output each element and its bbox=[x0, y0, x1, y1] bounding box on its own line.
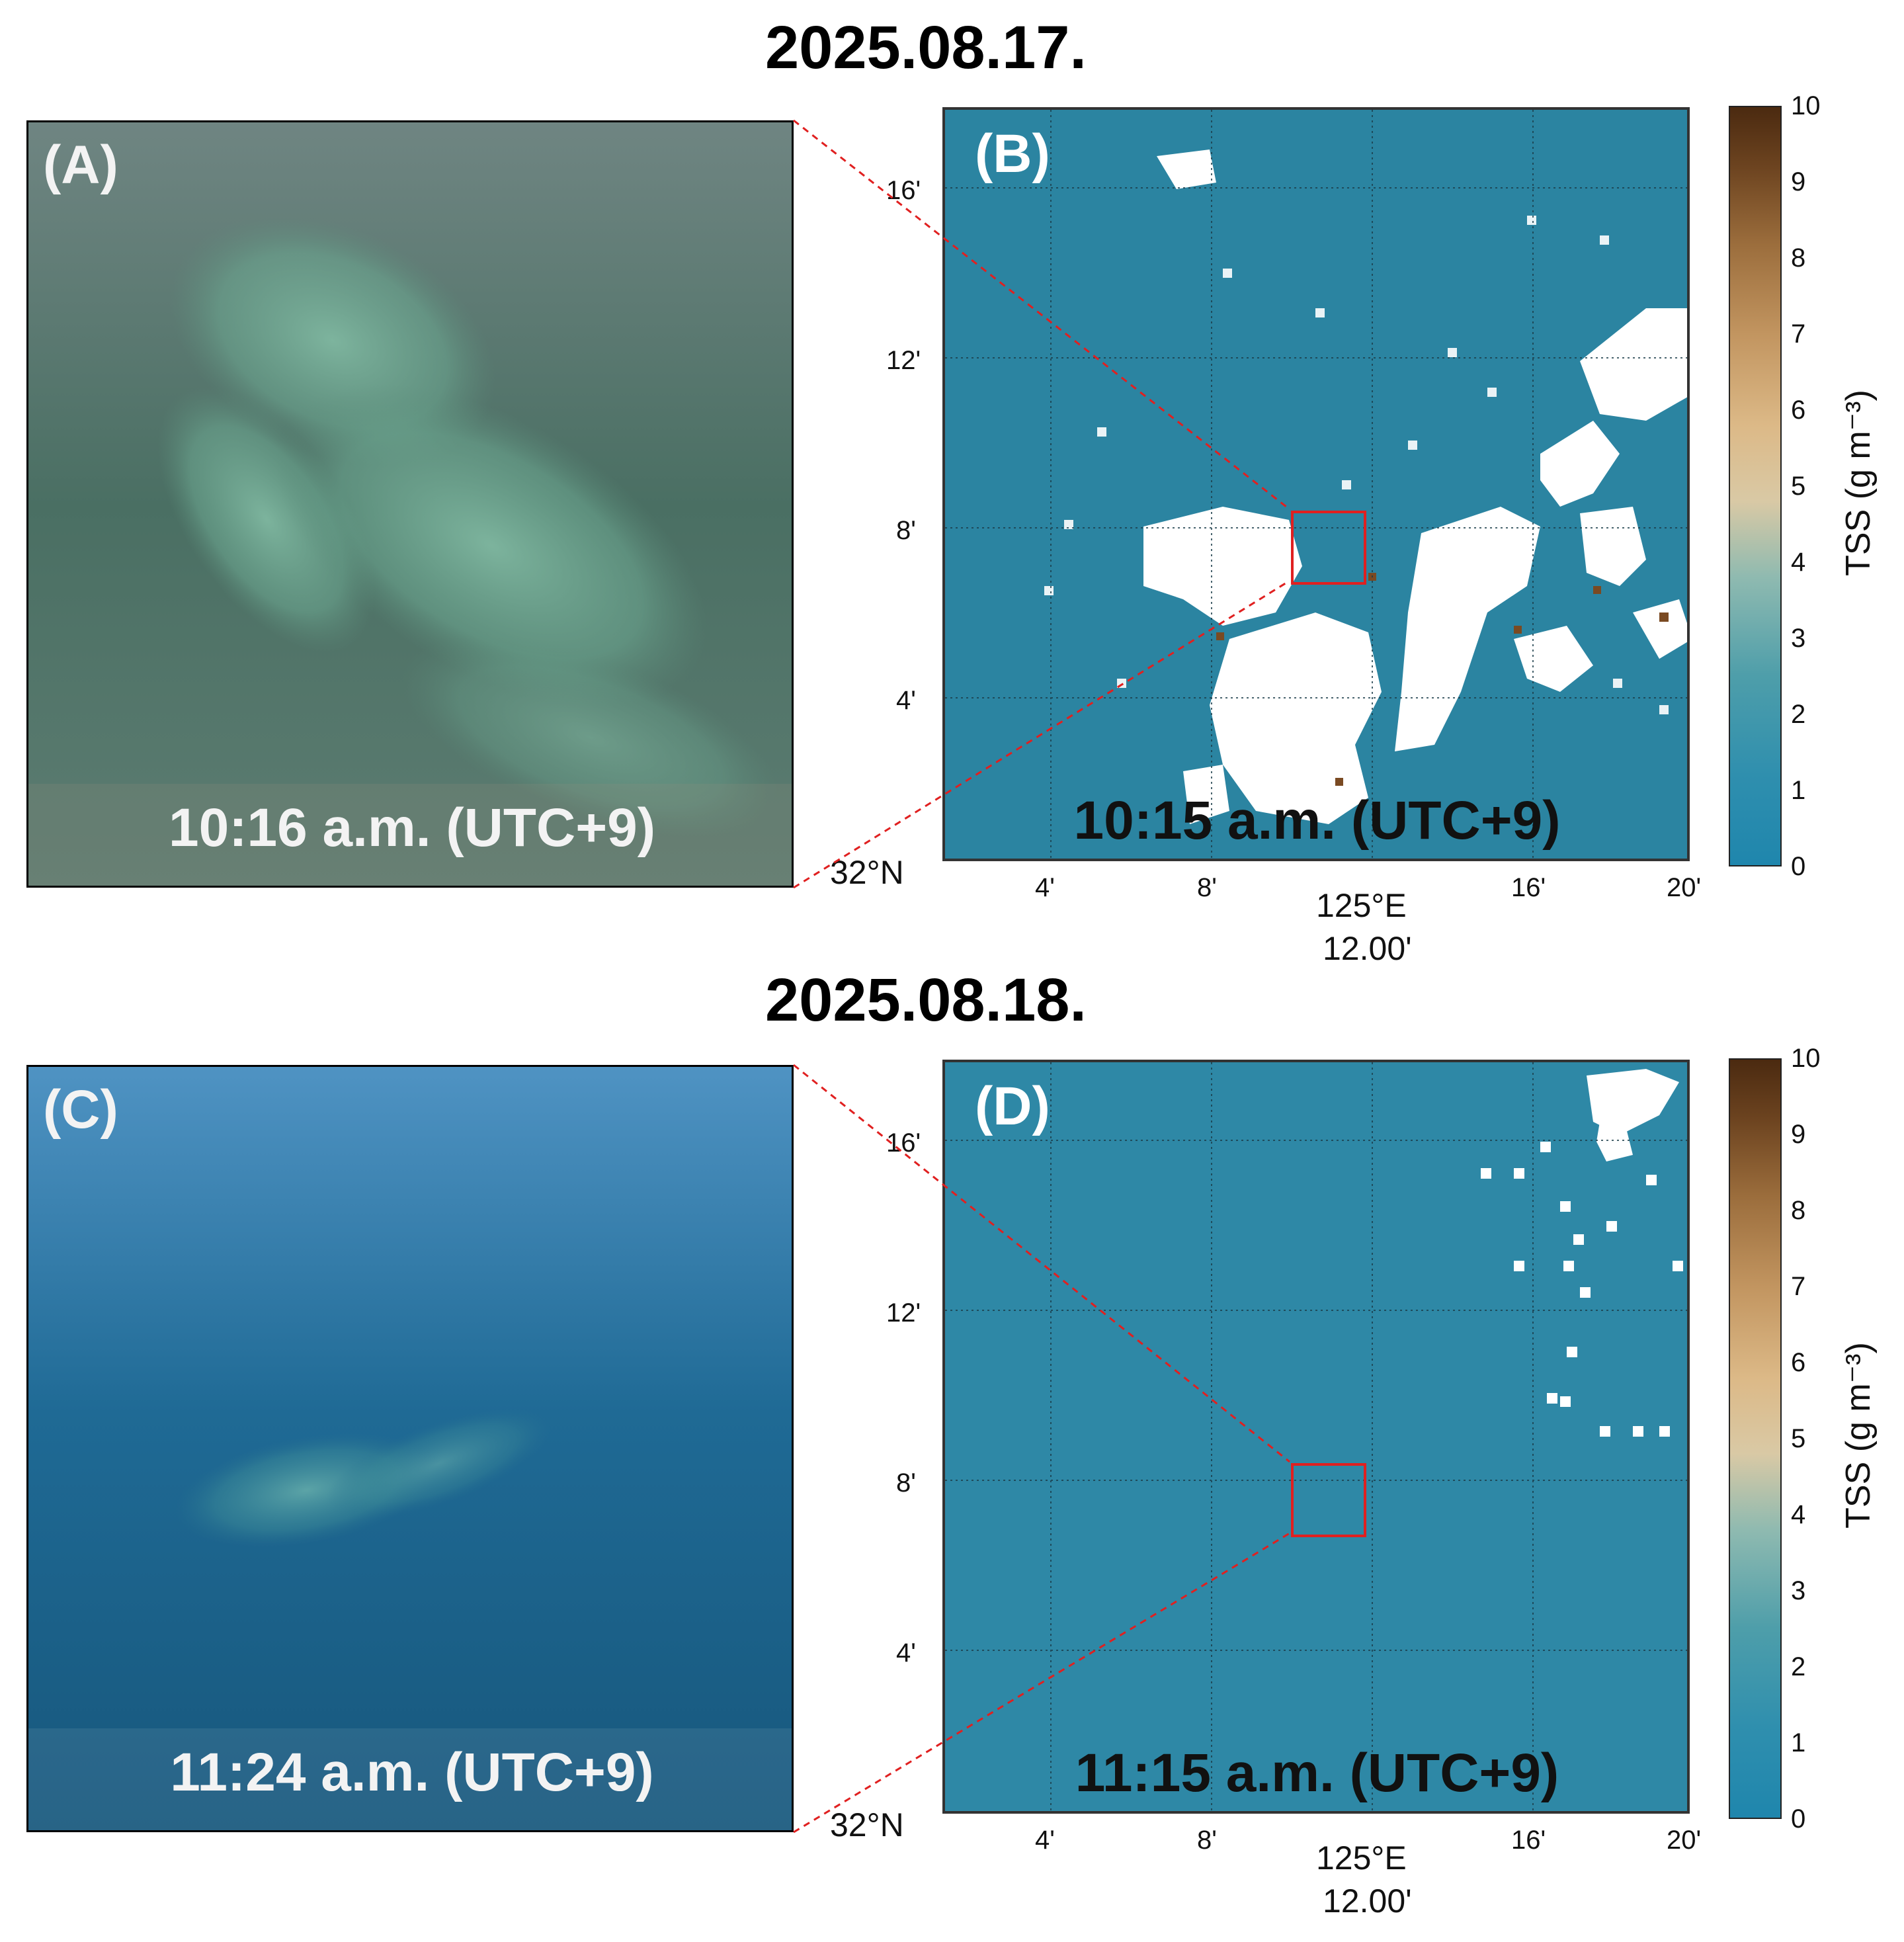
colorbar-title-bottom: TSS (g m⁻³) bbox=[1839, 1342, 1878, 1529]
y-tick-12: 12' bbox=[886, 346, 921, 375]
cb-tick: 8 bbox=[1791, 243, 1806, 273]
map-timestamp: 11:15 a.m. (UTC+9) bbox=[1075, 1743, 1559, 1803]
y-origin-label: 32°N bbox=[830, 1806, 904, 1843]
cb-tick: 7 bbox=[1791, 319, 1806, 349]
cb-tick: 5 bbox=[1791, 1424, 1806, 1453]
cb-tick: 9 bbox=[1791, 167, 1806, 196]
cb-tick: 8 bbox=[1791, 1196, 1806, 1225]
y-tick-16: 16' bbox=[886, 1128, 921, 1158]
y-tick-4: 4' bbox=[896, 686, 916, 715]
cb-tick: 0 bbox=[1791, 1804, 1806, 1834]
cb-tick: 9 bbox=[1791, 1120, 1806, 1149]
x-tick-16: 16' bbox=[1511, 1826, 1546, 1855]
x-tick-20: 20' bbox=[1667, 1826, 1702, 1855]
photo-timestamp: 11:24 a.m. (UTC+9) bbox=[170, 1742, 654, 1802]
aerial-photo-c: (C) 11:24 a.m. (UTC+9) bbox=[26, 1065, 794, 1832]
cb-tick: 1 bbox=[1791, 1728, 1806, 1757]
y-tick-8: 8' bbox=[896, 516, 916, 545]
x-tick-8: 8' bbox=[1197, 873, 1217, 902]
cb-tick: 7 bbox=[1791, 1272, 1806, 1301]
y-origin-label: 32°N bbox=[830, 854, 904, 891]
cb-tick: 4 bbox=[1791, 548, 1806, 577]
x-tick-20: 20' bbox=[1667, 873, 1702, 902]
date-title-bottom: 2025.08.18. bbox=[765, 966, 1087, 1034]
cb-tick: 2 bbox=[1791, 1652, 1806, 1681]
y-tick-16: 16' bbox=[886, 176, 921, 205]
cb-tick: 5 bbox=[1791, 472, 1806, 501]
cb-tick: 3 bbox=[1791, 624, 1806, 653]
cb-tick: 6 bbox=[1791, 396, 1806, 425]
cb-tick: 2 bbox=[1791, 700, 1806, 729]
y-tick-12: 12' bbox=[886, 1298, 921, 1328]
colorbar-title-top: TSS (g m⁻³) bbox=[1839, 390, 1878, 576]
map-label: (B) bbox=[975, 124, 1050, 184]
aerial-photo-c-image bbox=[28, 1067, 792, 1830]
x-tick-8: 8' bbox=[1197, 1826, 1217, 1855]
aerial-photo-a: (A) 10:16 a.m. (UTC+9) bbox=[26, 120, 794, 888]
cb-tick: 10 bbox=[1791, 1044, 1821, 1073]
cb-tick: 4 bbox=[1791, 1500, 1806, 1529]
photo-label: (C) bbox=[43, 1079, 118, 1140]
x-tick-4: 4' bbox=[1035, 1826, 1055, 1855]
photo-label: (A) bbox=[43, 135, 118, 195]
x-tick-16: 16' bbox=[1511, 873, 1546, 902]
x-center-label: 125°E bbox=[1316, 1839, 1407, 1877]
map-timestamp: 10:15 a.m. (UTC+9) bbox=[1073, 790, 1561, 851]
date-title-top: 2025.08.17. bbox=[765, 14, 1087, 81]
y-tick-8: 8' bbox=[896, 1468, 916, 1498]
y-tick-4: 4' bbox=[896, 1638, 916, 1668]
tss-map-d-image bbox=[945, 1062, 1687, 1811]
cb-tick: 6 bbox=[1791, 1348, 1806, 1377]
tss-map-d: (D) 11:15 a.m. (UTC+9) bbox=[942, 1060, 1690, 1814]
aerial-photo-a-image bbox=[28, 122, 792, 886]
study-area-box bbox=[1291, 1463, 1366, 1537]
tss-map-b-image bbox=[945, 110, 1687, 859]
x-tick-4: 4' bbox=[1035, 873, 1055, 902]
tss-map-b: (B) 10:15 a.m. (UTC+9) bbox=[942, 107, 1690, 861]
cb-tick: 3 bbox=[1791, 1576, 1806, 1605]
x-center-sublabel: 12.00' bbox=[1323, 930, 1412, 967]
colorbar-bottom bbox=[1729, 1058, 1782, 1819]
x-center-sublabel: 12.00' bbox=[1323, 1882, 1412, 1920]
colorbar-top bbox=[1729, 106, 1782, 866]
x-center-label: 125°E bbox=[1316, 887, 1407, 924]
cb-tick: 10 bbox=[1791, 91, 1821, 120]
study-area-box bbox=[1291, 511, 1366, 585]
cb-tick: 1 bbox=[1791, 776, 1806, 805]
cb-tick: 0 bbox=[1791, 852, 1806, 881]
photo-timestamp: 10:16 a.m. (UTC+9) bbox=[169, 798, 655, 858]
map-label: (D) bbox=[975, 1076, 1050, 1136]
